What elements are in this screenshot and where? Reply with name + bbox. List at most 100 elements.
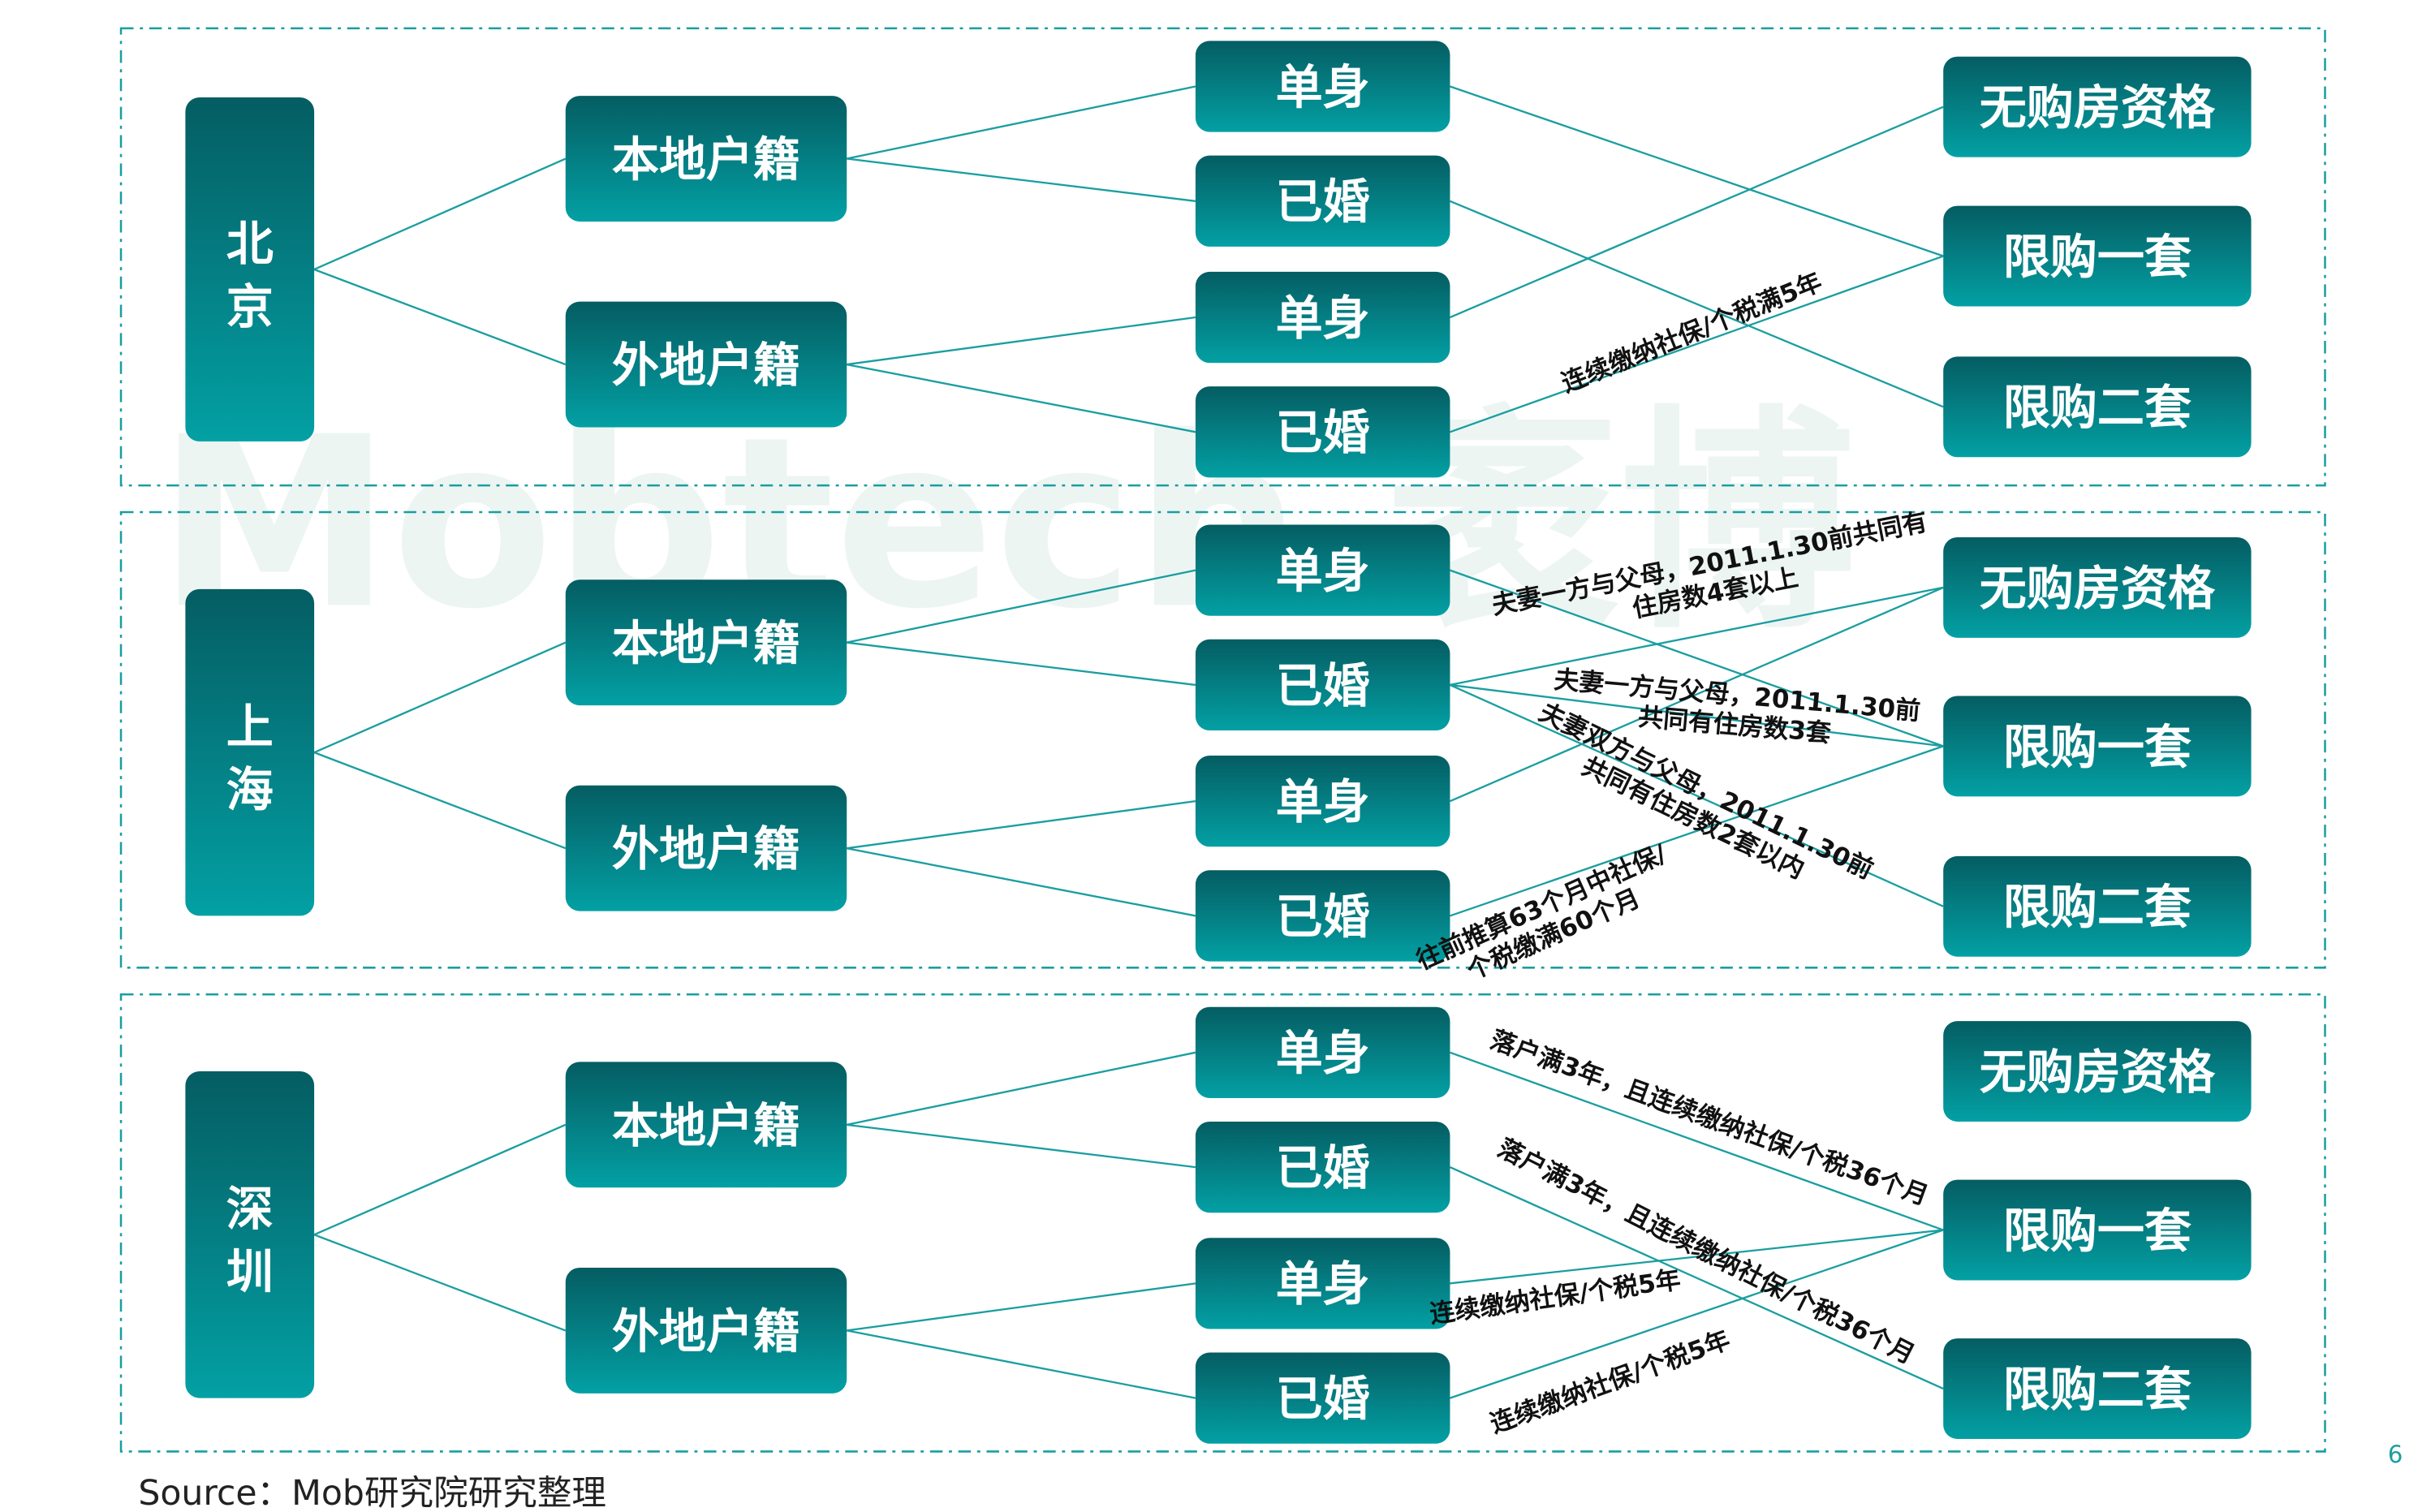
hukou-box-bg [565,1062,847,1188]
hukou-box: 本地户籍 [565,1062,847,1188]
connector-line [1450,255,1944,433]
city-label: 北 [226,216,274,271]
marital-status-box: 单身 [1195,524,1450,616]
connector-line [847,1123,1196,1169]
purchase-limit-box-label: 无购房资格 [1980,561,2216,616]
watermark: Mobtech 袤博 [157,387,1855,661]
marital-status-box: 已婚 [1195,1352,1450,1444]
marital-status-box-bg [1195,271,1450,364]
city-label: 海 [226,762,274,817]
hukou-box-label: 外地户籍 [612,338,800,393]
hukou-box-bg [565,1267,847,1394]
connector-line [1449,1166,1944,1390]
marital-status-box-label: 单身 [1276,1256,1370,1312]
connector-line [1450,200,1944,408]
marital-status-box-bg [1195,155,1450,247]
marital-status-box-bg [1195,1352,1450,1444]
connector-line [847,363,1196,433]
purchase-limit-box-label: 限购一套 [2003,719,2192,774]
city-box-bg [185,1071,315,1398]
purchase-limit-box-bg [1943,536,2252,638]
marital-status-box: 已婚 [1195,870,1450,962]
connector-line [847,1329,1196,1399]
city-label: 京 [226,279,274,334]
page-number: 6 [2388,1441,2403,1468]
hukou-box-bg [565,96,847,222]
connector-lines [313,85,1944,1399]
marital-status-box-bg [1195,1121,1450,1213]
connector-line [1449,106,1944,319]
purchase-limit-box-bg [1943,1338,2252,1439]
city-box: 深圳 [185,1071,315,1398]
connector-line [1449,586,1944,803]
purchase-limit-box: 无购房资格 [1943,536,2252,638]
marital-status-box-label: 已婚 [1276,889,1370,944]
marital-status-box-bg [1195,870,1450,962]
purchase-limit-box-label: 限购一套 [2003,229,2192,284]
node-boxes: 北京本地户籍外地户籍单身已婚单身已婚无购房资格限购一套限购二套上海本地户籍外地户… [119,27,2326,1453]
edge-condition-label: 连续缴纳社保/个税满5年 [1558,267,1826,398]
panel-border [119,27,2326,487]
purchase-limit-box: 限购二套 [1943,356,2252,458]
city-box-bg [185,588,315,916]
marital-status-box-bg [1195,41,1450,132]
purchase-limit-box: 无购房资格 [1943,1021,2252,1122]
marital-status-box-bg [1195,1006,1450,1098]
marital-status-box-label: 单身 [1276,1026,1370,1081]
city-label: 上 [226,700,274,755]
connector-line [847,799,1196,850]
connector-line [1450,1229,1944,1285]
connector-line [1450,683,1944,747]
marital-status-box: 单身 [1195,756,1450,847]
marital-status-box-label: 已婚 [1276,1372,1370,1427]
marital-status-box-label: 已婚 [1276,174,1370,230]
connector-line [847,641,1196,687]
hukou-box-bg [565,785,847,911]
hukou-box-label: 外地户籍 [612,821,800,877]
connector-line [313,752,567,850]
purchase-limit-box: 限购一套 [1943,696,2252,797]
hukou-box: 本地户籍 [565,96,847,222]
purchase-limit-box-bg [1943,696,2252,797]
purchase-limit-box-label: 限购二套 [2003,380,2192,435]
purchase-limit-box: 限购一套 [1943,1179,2252,1281]
marital-status-box: 单身 [1195,271,1450,364]
connector-line [1450,85,1944,257]
marital-status-box: 单身 [1195,1238,1450,1329]
city-label: 深 [226,1182,274,1237]
hukou-box-label: 本地户籍 [612,1098,800,1153]
connector-line [846,569,1196,644]
edge-condition-label: 往前推算63个月中社保/个税缴满60个月 [1412,839,1683,1003]
connector-line [847,847,1196,917]
marital-status-box-label: 单身 [1276,59,1370,114]
marital-status-box-bg [1195,524,1450,616]
purchase-limit-box-label: 限购二套 [2003,880,2192,935]
hukou-box-label: 外地户籍 [612,1303,800,1359]
purchase-limit-box-bg [1943,356,2252,458]
connector-line [1450,586,1944,687]
hukou-box: 外地户籍 [565,1267,847,1394]
marital-status-box: 单身 [1195,1006,1450,1098]
marital-status-box-bg [1195,639,1450,731]
connector-line [313,268,567,366]
connector-line [313,1123,567,1236]
connector-line [1449,683,1944,907]
city-label: 圳 [226,1244,274,1299]
connector-line [846,1051,1196,1126]
hukou-box-bg [565,301,847,428]
panel-border [119,993,2326,1453]
purchase-limit-box-bg [1943,1021,2252,1122]
marital-status-box-label: 已婚 [1276,1140,1370,1195]
marital-status-box-label: 已婚 [1276,405,1370,460]
connector-line [1450,1051,1944,1231]
purchase-limit-box-bg [1943,205,2252,307]
purchase-limit-box: 限购二套 [1943,1338,2252,1439]
marital-status-box-label: 单身 [1276,544,1370,599]
connector-line [313,641,567,754]
hukou-box-bg [565,579,847,706]
connector-line [847,1282,1196,1332]
city-box: 北京 [185,97,315,442]
hukou-box-label: 本地户籍 [612,616,800,671]
marital-status-box-bg [1195,386,1450,478]
